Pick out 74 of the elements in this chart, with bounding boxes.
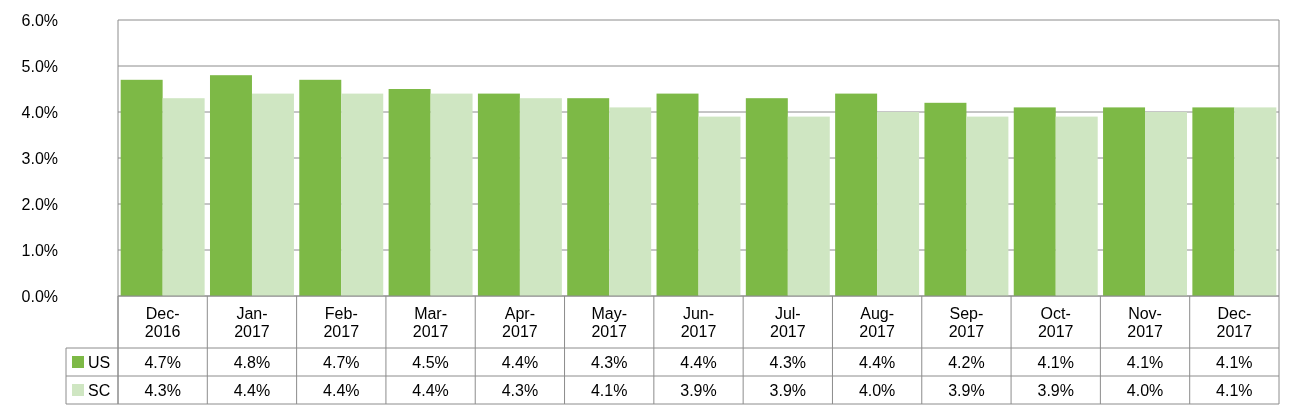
data-label: 4.0% bbox=[858, 381, 896, 399]
bar bbox=[745, 98, 788, 296]
data-label: 4.1% bbox=[1216, 353, 1253, 371]
bar bbox=[924, 102, 967, 296]
data-label: 4.4% bbox=[323, 381, 360, 399]
y-tick-label: 6.0% bbox=[21, 11, 58, 29]
y-tick-label: 3.0% bbox=[21, 149, 58, 167]
data-label: 3.9% bbox=[769, 381, 807, 399]
bar bbox=[1234, 107, 1277, 296]
data-label: 4.4% bbox=[858, 353, 896, 371]
x-tick-label: Dec-2017 bbox=[1216, 304, 1253, 340]
legend-label: SC bbox=[88, 381, 111, 399]
bar bbox=[1145, 112, 1188, 296]
data-label: 4.4% bbox=[233, 381, 271, 399]
y-tick-label: 4.0% bbox=[21, 103, 58, 121]
bar bbox=[609, 107, 652, 296]
bar bbox=[966, 116, 1009, 296]
data-label: 4.4% bbox=[501, 353, 539, 371]
bar bbox=[1055, 116, 1098, 296]
bar bbox=[1192, 107, 1235, 296]
bar bbox=[519, 98, 562, 296]
data-label: 4.4% bbox=[680, 353, 717, 371]
data-label: 4.2% bbox=[948, 353, 985, 371]
x-tick-label: Feb-2017 bbox=[323, 304, 360, 340]
data-label: 4.7% bbox=[144, 353, 181, 371]
bar bbox=[835, 93, 878, 296]
legend-label: US bbox=[88, 353, 111, 371]
data-label: 4.3% bbox=[590, 353, 628, 371]
bar bbox=[299, 79, 342, 296]
x-tick-label: Dec-2016 bbox=[144, 304, 181, 340]
bar bbox=[251, 93, 294, 296]
bar bbox=[1013, 107, 1056, 296]
x-tick-label: Mar-2017 bbox=[412, 304, 449, 340]
bar bbox=[209, 75, 252, 296]
y-tick-label: 0.0% bbox=[21, 287, 58, 305]
x-tick-label: Nov-2017 bbox=[1127, 304, 1163, 340]
x-tick-label: Oct-2017 bbox=[1037, 304, 1074, 340]
data-label: 4.0% bbox=[1126, 381, 1164, 399]
x-tick-label: May-2017 bbox=[591, 304, 628, 340]
data-label: 4.8% bbox=[233, 353, 271, 371]
data-label: 4.3% bbox=[769, 353, 807, 371]
data-label: 4.3% bbox=[144, 381, 181, 399]
data-label: 3.9% bbox=[680, 381, 717, 399]
data-label: 4.1% bbox=[590, 381, 628, 399]
data-label: 4.5% bbox=[412, 353, 449, 371]
bar bbox=[388, 89, 431, 296]
bar bbox=[787, 116, 830, 296]
data-label: 4.4% bbox=[412, 381, 449, 399]
data-label: 4.1% bbox=[1126, 353, 1164, 371]
bar bbox=[430, 93, 473, 296]
y-tick-label: 5.0% bbox=[21, 57, 58, 75]
x-tick-label: Jan-2017 bbox=[234, 304, 270, 340]
bar bbox=[341, 93, 384, 296]
data-label: 3.9% bbox=[1037, 381, 1074, 399]
x-tick-label: Apr-2017 bbox=[502, 304, 538, 340]
bar bbox=[656, 93, 699, 296]
bar bbox=[477, 93, 520, 296]
bar bbox=[567, 98, 610, 296]
y-tick-label: 1.0% bbox=[21, 241, 58, 259]
data-label: 4.7% bbox=[323, 353, 360, 371]
data-label: 4.1% bbox=[1216, 381, 1253, 399]
bar bbox=[120, 79, 163, 296]
bar bbox=[698, 116, 741, 296]
data-label: 4.3% bbox=[501, 381, 539, 399]
data-label: 3.9% bbox=[948, 381, 985, 399]
data-label: 4.1% bbox=[1037, 353, 1074, 371]
bar bbox=[1103, 107, 1146, 296]
x-tick-label: Aug-2017 bbox=[859, 304, 896, 340]
x-tick-label: Sep-2017 bbox=[948, 304, 985, 340]
bar bbox=[877, 112, 920, 296]
x-tick-label: Jul-2017 bbox=[770, 304, 806, 340]
y-tick-label: 2.0% bbox=[21, 195, 58, 213]
x-tick-label: Jun-2017 bbox=[680, 304, 717, 340]
bar bbox=[162, 98, 205, 296]
